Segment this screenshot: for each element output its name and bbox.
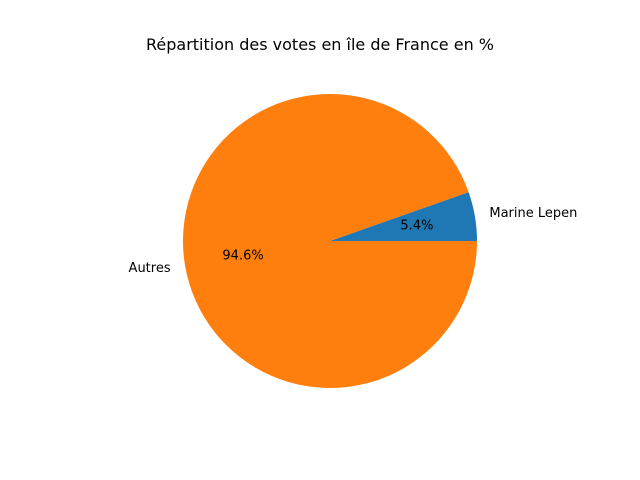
slice-pct-label-0: 5.4% — [400, 219, 433, 234]
slice-pct-label-1: 94.6% — [222, 248, 263, 263]
pie-labels: Marine Lepen 5.4% Autres 94.6% — [129, 206, 578, 276]
slice-label-0: Marine Lepen — [489, 206, 577, 221]
pie-slices — [182, 94, 477, 389]
pie-slice-0 — [330, 192, 477, 241]
pie-slice-1 — [182, 94, 477, 389]
chart-title: Répartition des votes en île de France e… — [146, 35, 494, 54]
slice-label-1: Autres — [129, 261, 171, 276]
